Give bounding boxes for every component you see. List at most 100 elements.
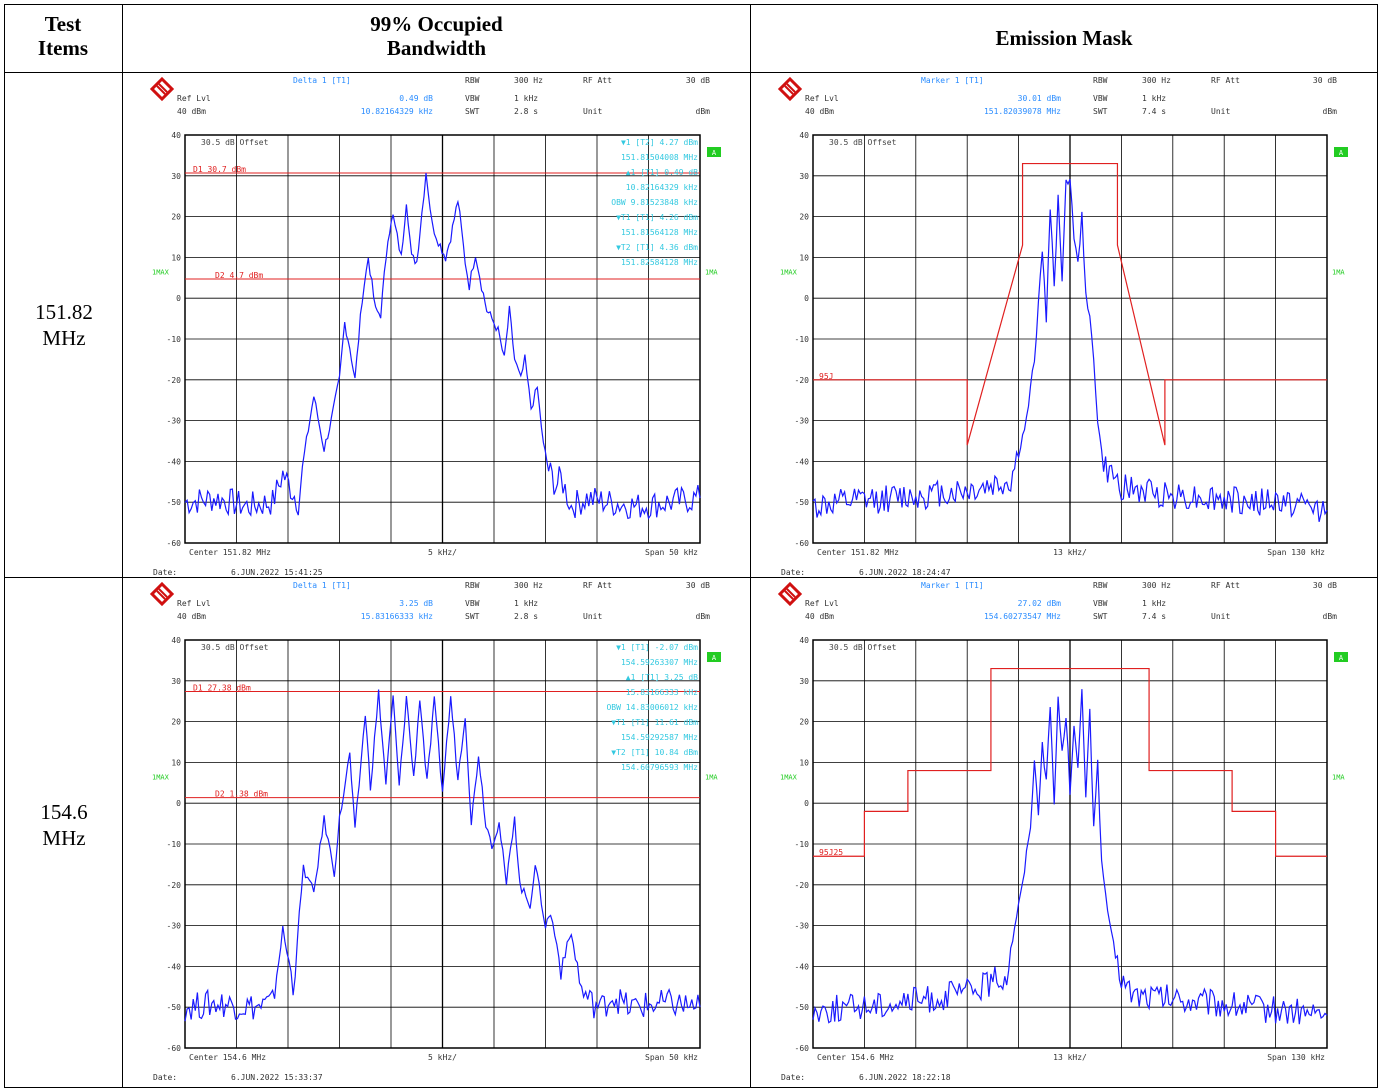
y-tick-label: 30 — [799, 172, 809, 181]
marker-table-row: ▲1 [T1] 3.25 dB — [626, 673, 698, 682]
y-tick-label: 40 — [799, 131, 809, 140]
marker-table-row: 154.59292587 MHz — [621, 733, 698, 742]
x-division-label: 5 kHz/ — [428, 1053, 457, 1062]
marker-value-2: 151.82039078 MHz — [984, 107, 1061, 116]
spectrum-trace — [184, 173, 701, 520]
ref-level-value: 40 dBm — [177, 107, 206, 116]
center-frequency-label: Center 154.6 MHz — [817, 1053, 894, 1062]
y-tick-label: -20 — [167, 881, 182, 890]
offset-label: 30.5 dB Offset — [201, 643, 269, 652]
rbw-value: 300 Hz — [1142, 581, 1171, 590]
row1-obw-plot: Ref Lvl 40 dBm Delta 1 [T1] 0.49 dB 10.82164… — [123, 73, 750, 577]
a-badge-label: A — [1339, 654, 1344, 662]
vbw-label: VBW — [465, 94, 480, 103]
rf-att-value: 30 dB — [686, 76, 710, 85]
y-tick-label: -50 — [795, 1003, 810, 1012]
marker-title: Delta 1 [T1] — [293, 76, 351, 85]
header-test-items-line1: Test — [44, 12, 82, 36]
y-tick-label: 30 — [799, 677, 809, 686]
y-tick-label: -30 — [795, 922, 810, 931]
y-tick-label: -50 — [167, 1003, 182, 1012]
offset-label: 30.5 dB Offset — [829, 643, 897, 652]
marker-value-2: 154.60273547 MHz — [984, 612, 1061, 621]
rohde-schwarz-logo-icon — [777, 581, 803, 607]
header-occupied-bandwidth: 99% Occupied Bandwidth — [123, 12, 750, 60]
vbw-label: VBW — [1093, 599, 1108, 608]
marker-table-row: 10.82164329 kHz — [626, 183, 698, 192]
trace-mode-label: 1MAX — [152, 269, 170, 277]
swt-label: SWT — [1093, 107, 1108, 116]
y-tick-label: 0 — [804, 799, 809, 808]
y-tick-label: 30 — [171, 677, 181, 686]
ref-level-label: Ref Lvl — [805, 94, 839, 103]
y-tick-label: -40 — [795, 962, 810, 971]
display-line-d1-label: D1 27.38 dBm — [193, 683, 251, 692]
vbw-value: 1 kHz — [514, 94, 538, 103]
offset-label: 30.5 dB Offset — [201, 138, 269, 147]
vbw-value: 1 kHz — [514, 599, 538, 608]
swt-label: SWT — [1093, 612, 1108, 621]
marker-value-1: 0.49 dB — [399, 94, 433, 103]
header-emission-mask: Emission Mask — [995, 26, 1133, 50]
y-tick-label: -40 — [795, 457, 810, 466]
swt-value: 2.8 s — [514, 107, 538, 116]
rf-att-value: 30 dB — [1313, 581, 1337, 590]
marker-value-1: 3.25 dB — [399, 599, 433, 608]
y-tick-label: 10 — [171, 253, 181, 262]
display-line-d2-label: D2 1.38 dBm — [215, 790, 268, 799]
row1-frequency-unit: MHz — [42, 326, 86, 350]
limit-line-label: 95J25 — [819, 848, 843, 857]
test-results-table: Test Items 99% Occupied Bandwidth Emissi… — [4, 4, 1378, 1088]
rf-att-label: RF Att — [583, 581, 612, 590]
a-badge-label: A — [1339, 149, 1344, 157]
a-badge-box — [1334, 147, 1348, 157]
row1-frequency: 151.82 MHz — [4, 299, 124, 351]
trace-mode-side-label: 1MA — [705, 269, 718, 277]
trace-mode-side-label: 1MA — [705, 774, 718, 782]
swt-value: 7.4 s — [1142, 107, 1166, 116]
marker-title: Marker 1 [T1] — [921, 76, 984, 85]
rohde-schwarz-logo-icon — [777, 76, 803, 102]
date-value: 6.JUN.2022 15:41:25 — [231, 568, 323, 577]
a-badge-label: A — [712, 654, 717, 662]
marker-value-1: 30.01 dBm — [1018, 94, 1062, 103]
y-tick-label: -40 — [167, 457, 182, 466]
display-line-d1-label: D1 30.7 dBm — [193, 165, 246, 174]
marker-table-row: OBW 14.83006012 kHz — [606, 703, 698, 712]
y-tick-label: 10 — [171, 758, 181, 767]
span-label: Span 50 kHz — [645, 548, 698, 557]
swt-label: SWT — [465, 107, 480, 116]
marker-title: Delta 1 [T1] — [293, 581, 351, 590]
span-label: Span 50 kHz — [645, 1053, 698, 1062]
unit-label: Unit — [1211, 107, 1230, 116]
row2-frequency-unit: MHz — [42, 826, 86, 850]
unit-value: dBm — [696, 107, 711, 116]
span-label: Span 130 kHz — [1267, 1053, 1325, 1062]
x-division-label: 13 kHz/ — [1053, 1053, 1087, 1062]
spectrum-plot-mask-2: Ref Lvl 40 dBm Marker 1 [T1] 27.02 dBm 154.6… — [777, 581, 1348, 1082]
swt-value: 7.4 s — [1142, 612, 1166, 621]
rf-att-label: RF Att — [583, 76, 612, 85]
row2-mask-plot: Ref Lvl 40 dBm Marker 1 [T1] 27.02 dBm 154.6… — [751, 578, 1377, 1087]
y-tick-label: 0 — [176, 799, 181, 808]
y-tick-label: -60 — [167, 539, 182, 548]
rohde-schwarz-logo-icon — [149, 581, 175, 607]
header-obw-line1: 99% Occupied — [370, 12, 503, 36]
y-tick-label: -10 — [167, 335, 182, 344]
ref-level-label: Ref Lvl — [177, 94, 211, 103]
ref-level-value: 40 dBm — [805, 107, 834, 116]
rbw-value: 300 Hz — [514, 76, 543, 85]
vbw-label: VBW — [465, 599, 480, 608]
ref-level-label: Ref Lvl — [805, 599, 839, 608]
spectrum-trace — [812, 178, 1328, 522]
y-tick-label: 10 — [799, 253, 809, 262]
row2-frequency: 154.6 MHz — [4, 799, 124, 851]
swt-label: SWT — [465, 612, 480, 621]
emission-mask-limit-line — [813, 667, 1327, 857]
emission-mask-limit-line — [813, 162, 1327, 446]
marker-table-row: ▼T1 [T1] 11.61 dBm — [611, 718, 698, 727]
marker-value-2: 15.83166333 kHz — [361, 612, 433, 621]
y-tick-label: 0 — [176, 294, 181, 303]
header-test-items-line2: Items — [37, 36, 89, 60]
y-tick-label: -10 — [167, 840, 182, 849]
